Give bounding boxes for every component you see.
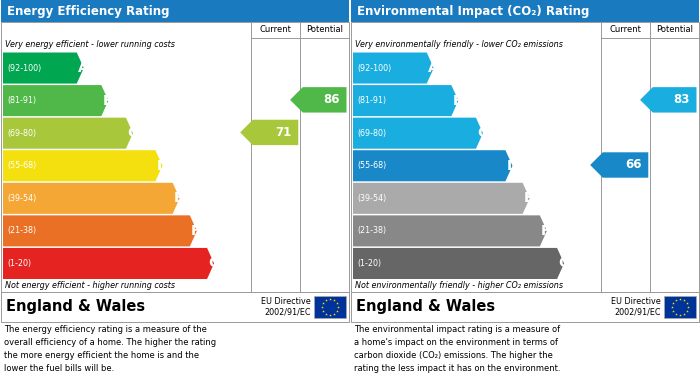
Polygon shape	[3, 118, 133, 149]
Polygon shape	[3, 248, 214, 279]
Bar	[351, 292, 699, 322]
Polygon shape	[353, 118, 483, 149]
Bar	[1, 0, 349, 22]
Text: F: F	[541, 224, 550, 238]
Text: Potential: Potential	[306, 25, 343, 34]
Text: B: B	[452, 93, 463, 108]
Text: Very energy efficient - lower running costs: Very energy efficient - lower running co…	[5, 40, 175, 49]
Text: EU Directive: EU Directive	[611, 298, 661, 307]
Bar	[664, 296, 696, 318]
Polygon shape	[3, 52, 84, 84]
Text: C: C	[477, 126, 487, 140]
Polygon shape	[353, 85, 458, 116]
Text: Not environmentally friendly - higher CO₂ emissions: Not environmentally friendly - higher CO…	[355, 281, 563, 290]
Text: The energy efficiency rating is a measure of the
overall efficiency of a home. T: The energy efficiency rating is a measur…	[4, 325, 216, 373]
Polygon shape	[353, 150, 512, 181]
Text: D: D	[506, 159, 518, 173]
Polygon shape	[353, 183, 530, 214]
Polygon shape	[353, 215, 547, 246]
Polygon shape	[3, 150, 162, 181]
Text: (81-91): (81-91)	[7, 96, 36, 105]
Text: England & Wales: England & Wales	[356, 300, 495, 314]
Text: E: E	[524, 191, 533, 205]
Text: Environmental Impact (CO₂) Rating: Environmental Impact (CO₂) Rating	[357, 5, 589, 18]
Bar	[1, 292, 349, 322]
Polygon shape	[3, 85, 108, 116]
Text: C: C	[127, 126, 137, 140]
Text: 86: 86	[323, 93, 340, 106]
Polygon shape	[640, 87, 696, 113]
Text: G: G	[558, 256, 569, 271]
Text: 71: 71	[275, 126, 291, 139]
Text: D: D	[156, 159, 168, 173]
Text: (21-38): (21-38)	[7, 226, 36, 235]
Text: (55-68): (55-68)	[357, 161, 386, 170]
Text: 2002/91/EC: 2002/91/EC	[265, 308, 311, 317]
Text: (69-80): (69-80)	[357, 129, 386, 138]
Text: (39-54): (39-54)	[7, 194, 36, 203]
Text: England & Wales: England & Wales	[6, 300, 145, 314]
Text: (21-38): (21-38)	[357, 226, 386, 235]
Text: 2002/91/EC: 2002/91/EC	[615, 308, 661, 317]
Text: Not energy efficient - higher running costs: Not energy efficient - higher running co…	[5, 281, 175, 290]
Text: Current: Current	[260, 25, 291, 34]
Text: 83: 83	[673, 93, 690, 106]
Text: (69-80): (69-80)	[7, 129, 36, 138]
Text: 66: 66	[625, 158, 641, 172]
Text: (81-91): (81-91)	[357, 96, 386, 105]
Text: Very environmentally friendly - lower CO₂ emissions: Very environmentally friendly - lower CO…	[355, 40, 563, 49]
Text: (39-54): (39-54)	[357, 194, 386, 203]
Text: G: G	[208, 256, 219, 271]
Text: Current: Current	[610, 25, 641, 34]
Polygon shape	[3, 183, 180, 214]
Text: (1-20): (1-20)	[357, 259, 381, 268]
Polygon shape	[240, 120, 298, 145]
Text: Energy Efficiency Rating: Energy Efficiency Rating	[7, 5, 169, 18]
Text: (55-68): (55-68)	[7, 161, 36, 170]
Polygon shape	[290, 87, 346, 113]
Text: EU Directive: EU Directive	[261, 298, 311, 307]
Text: (92-100): (92-100)	[357, 63, 391, 73]
Text: E: E	[174, 191, 183, 205]
Text: F: F	[191, 224, 200, 238]
Bar	[351, 22, 699, 292]
Text: (1-20): (1-20)	[7, 259, 31, 268]
Polygon shape	[353, 248, 564, 279]
Polygon shape	[3, 215, 197, 246]
Text: The environmental impact rating is a measure of
a home's impact on the environme: The environmental impact rating is a mea…	[354, 325, 561, 373]
Text: A: A	[78, 61, 88, 75]
Text: Potential: Potential	[656, 25, 693, 34]
Text: B: B	[102, 93, 113, 108]
Bar	[351, 0, 699, 22]
Text: (92-100): (92-100)	[7, 63, 41, 73]
Text: A: A	[428, 61, 438, 75]
Bar	[1, 22, 349, 292]
Polygon shape	[353, 52, 434, 84]
Polygon shape	[590, 152, 648, 178]
Bar	[314, 296, 346, 318]
